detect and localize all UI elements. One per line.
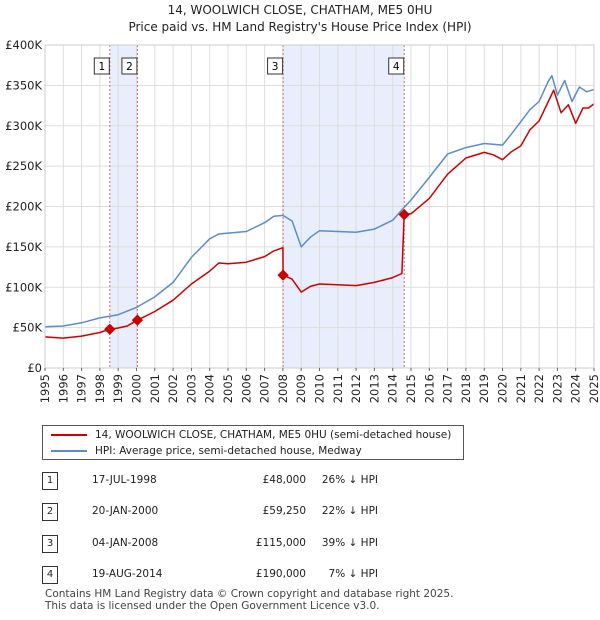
- grid: [44, 44, 595, 369]
- axes: £0 £50K £100K £150K £200K £250K £300K £350K £400…: [5, 38, 600, 403]
- property-price-line: [44, 89, 595, 339]
- table-row: 1 17-JUL-1998 £48,000 26% ↓ HPI: [42, 472, 442, 492]
- footer-license: This data is licensed under the Open Gov…: [45, 600, 380, 612]
- y-tick-label: £400K: [5, 38, 42, 52]
- transaction-marker: [131, 314, 144, 326]
- x-tick-label: 2017: [441, 374, 455, 403]
- y-tick-label: £250K: [5, 159, 42, 173]
- x-tick-label: 2021: [514, 374, 528, 403]
- transaction-label: 3: [272, 61, 279, 73]
- footer: Contains HM Land Registry data © Crown c…: [45, 588, 453, 612]
- y-tick-label: £200K: [5, 200, 42, 214]
- x-tick-label: 1995: [38, 374, 52, 403]
- transaction-number: 1: [42, 472, 58, 490]
- x-tick-label: 2025: [587, 374, 600, 403]
- legend-item-hpi: HPI: Average price, semi-detached house,…: [51, 445, 362, 461]
- x-tick-label: 1998: [93, 374, 107, 403]
- x-tick-label: 2003: [184, 374, 198, 403]
- x-tick-label: 2015: [404, 374, 418, 403]
- x-tick-label: 2000: [130, 374, 144, 403]
- transaction-label: 2: [126, 61, 133, 73]
- footer-copyright: Contains HM Land Registry data © Crown c…: [45, 588, 454, 600]
- x-tick-label: 2011: [331, 374, 345, 403]
- x-tick-label: 1997: [75, 374, 89, 403]
- transaction-label-box: [267, 57, 284, 75]
- transaction-marker: [277, 269, 289, 281]
- series-lines: [44, 74, 595, 339]
- transaction-number: 2: [42, 503, 58, 521]
- x-tick-label: 2010: [313, 374, 327, 403]
- x-tick-label: 2022: [532, 374, 546, 403]
- x-tick-label: 2012: [349, 374, 363, 403]
- transaction-label-box: [93, 57, 110, 75]
- x-tick-label: 2008: [276, 374, 290, 403]
- x-tick-label: 1996: [56, 374, 70, 403]
- transaction-label: 1: [98, 61, 105, 73]
- transaction-label-box: [121, 57, 138, 75]
- y-tick-label: £300K: [5, 119, 42, 133]
- legend-label-hpi: HPI: Average price, semi-detached house,…: [95, 445, 362, 457]
- legend-swatch-hpi: [51, 450, 87, 452]
- x-tick-label: 2013: [367, 374, 381, 403]
- transaction-marker: [398, 208, 410, 221]
- x-tick-label: 2023: [550, 374, 564, 403]
- x-tick-label: 2009: [294, 374, 308, 403]
- legend-swatch-property: [51, 434, 87, 436]
- transaction-date: 04-JAN-2008: [92, 537, 159, 549]
- chart-subtitle: Price paid vs. HM Land Registry's House …: [128, 20, 471, 34]
- y-tick-label: £50K: [13, 321, 43, 335]
- x-tick-label: 2002: [166, 374, 180, 403]
- hpi-line: [44, 74, 595, 328]
- x-tick-label: 2006: [239, 374, 253, 403]
- transaction-hpi-diff: 39% ↓ HPI: [321, 537, 378, 549]
- x-tick-label: 2014: [386, 374, 400, 403]
- y-tick-label: £150K: [5, 240, 42, 254]
- transaction-price: £59,250: [262, 505, 306, 517]
- transaction-price: £48,000: [262, 474, 306, 486]
- transaction-date: 20-JAN-2000: [92, 505, 159, 517]
- transaction-label: 4: [393, 61, 400, 73]
- y-tick-label: £0: [27, 361, 42, 375]
- x-tick-label: 2001: [148, 374, 162, 403]
- x-tick-label: 2005: [221, 374, 235, 403]
- legend-item-property: 14, WOOLWICH CLOSE, CHATHAM, ME5 0HU (se…: [51, 429, 451, 445]
- transaction-label-box: [388, 57, 405, 75]
- chart-title: 14, WOOLWICH CLOSE, CHATHAM, ME5 0HU: [168, 3, 433, 17]
- transaction-hpi-diff: 7% ↓ HPI: [328, 568, 378, 580]
- legend-label-property: 14, WOOLWICH CLOSE, CHATHAM, ME5 0HU (se…: [95, 429, 452, 441]
- price-chart: 14, WOOLWICH CLOSE, CHATHAM, ME5 0HU Pri…: [5, 3, 600, 403]
- y-tick-label: £100K: [5, 280, 42, 294]
- x-tick-label: 2018: [459, 374, 473, 403]
- x-tick-label: 2016: [422, 374, 436, 403]
- transaction-date: 17-JUL-1998: [92, 474, 157, 486]
- transaction-number: 3: [42, 535, 58, 553]
- x-tick-label: 2019: [477, 374, 491, 403]
- y-tick-label: £350K: [5, 78, 42, 92]
- transaction-date: 19-AUG-2014: [92, 568, 163, 580]
- x-tick-label: 2020: [496, 374, 510, 403]
- table-row: 2 20-JAN-2000 £59,250 22% ↓ HPI: [42, 503, 442, 523]
- transaction-price: £190,000: [255, 568, 306, 580]
- table-row: 4 19-AUG-2014 £190,000 7% ↓ HPI: [42, 566, 442, 586]
- transaction-labels: 1 2 3 4: [93, 57, 405, 75]
- transaction-hpi-diff: 26% ↓ HPI: [321, 474, 378, 486]
- x-tick-label: 2024: [569, 374, 583, 403]
- transaction-hpi-diff: 22% ↓ HPI: [321, 505, 378, 517]
- transaction-price: £115,000: [255, 537, 306, 549]
- legend: 14, WOOLWICH CLOSE, CHATHAM, ME5 0HU (se…: [42, 425, 464, 460]
- x-tick-label: 2007: [258, 374, 272, 403]
- x-tick-label: 1999: [111, 374, 125, 403]
- x-tick-label: 2004: [203, 374, 217, 403]
- table-row: 3 04-JAN-2008 £115,000 39% ↓ HPI: [42, 535, 442, 555]
- transaction-number: 4: [42, 566, 58, 584]
